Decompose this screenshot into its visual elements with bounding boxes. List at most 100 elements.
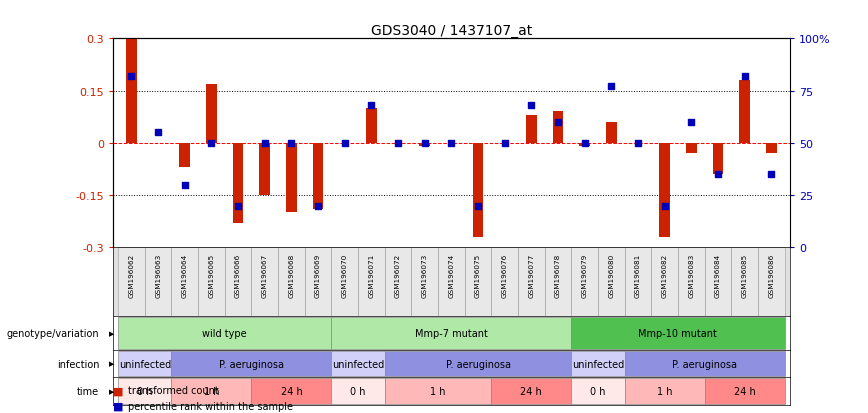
Text: GSM196073: GSM196073 [422,253,428,297]
Point [631,140,645,147]
Text: GSM196078: GSM196078 [555,253,561,297]
Point [578,140,592,147]
Text: GSM196067: GSM196067 [262,253,267,297]
Bar [491,378,571,404]
Bar [118,248,145,316]
Bar [686,143,697,154]
Bar [766,143,777,154]
Bar [180,143,190,168]
Text: time: time [77,386,99,396]
Bar [172,351,332,376]
Text: 0 h: 0 h [137,386,153,396]
Bar [571,351,625,376]
Text: P. aeruginosa: P. aeruginosa [219,359,284,369]
Bar [571,248,598,316]
Bar [206,84,217,143]
Text: GSM196066: GSM196066 [235,253,241,297]
Point [258,140,272,147]
Text: GSM196071: GSM196071 [368,253,374,297]
Point [604,84,618,90]
Text: P. aeruginosa: P. aeruginosa [445,359,510,369]
Text: GSM196081: GSM196081 [635,253,641,297]
Point [124,74,138,80]
Bar [198,248,225,316]
Bar [358,248,385,316]
Bar [233,143,243,223]
Bar [332,378,385,404]
Text: transformed count: transformed count [128,385,219,395]
Point [711,171,725,178]
Text: 1 h: 1 h [204,386,220,396]
Point [365,103,378,109]
Text: 24 h: 24 h [521,386,542,396]
Bar [145,248,172,316]
Point [658,203,672,209]
Bar [464,248,491,316]
Text: wild type: wild type [202,328,247,338]
Text: GSM196069: GSM196069 [315,253,321,297]
Text: uninfected: uninfected [332,359,385,369]
Point [684,119,698,126]
Bar [385,351,571,376]
Bar [731,248,758,316]
Point [205,140,219,147]
Text: 24 h: 24 h [280,386,302,396]
Text: Mmp-7 mutant: Mmp-7 mutant [415,328,488,338]
Point [311,203,325,209]
Bar [118,378,172,404]
Text: GSM196085: GSM196085 [741,253,747,297]
Text: 24 h: 24 h [733,386,755,396]
Bar [278,248,305,316]
Text: infection: infection [56,359,99,369]
Text: ■: ■ [113,385,123,395]
Point [444,140,458,147]
Bar [305,248,332,316]
Text: P. aeruginosa: P. aeruginosa [672,359,737,369]
Bar [606,123,616,143]
Text: GSM196080: GSM196080 [608,253,615,297]
Text: GSM196075: GSM196075 [475,253,481,297]
Bar [705,248,731,316]
Text: ▶: ▶ [109,361,115,367]
Text: GSM196074: GSM196074 [449,253,454,297]
Text: GSM196062: GSM196062 [128,253,135,297]
Text: 0 h: 0 h [351,386,365,396]
Text: 1 h: 1 h [657,386,673,396]
Point [738,74,752,80]
Point [285,140,299,147]
Text: percentile rank within the sample: percentile rank within the sample [128,401,293,411]
Bar [598,248,625,316]
Point [391,140,405,147]
Bar [332,248,358,316]
Bar [518,248,544,316]
Bar [172,248,198,316]
Bar [385,248,411,316]
Text: GSM196083: GSM196083 [688,253,694,297]
Text: 1 h: 1 h [431,386,446,396]
Text: GSM196084: GSM196084 [715,253,721,297]
Point [178,182,192,188]
Text: GSM196068: GSM196068 [288,253,294,297]
Bar [571,378,625,404]
Bar [625,378,705,404]
Point [338,140,352,147]
Bar [126,39,137,143]
Text: ▶: ▶ [109,330,115,336]
Bar [312,143,324,209]
Point [765,171,779,178]
Point [524,103,538,109]
Bar [678,248,705,316]
Text: GSM196082: GSM196082 [661,253,667,297]
Bar [419,143,430,147]
Text: ■: ■ [113,401,123,411]
Point [471,203,485,209]
Bar [651,248,678,316]
Text: GSM196076: GSM196076 [502,253,508,297]
Bar [579,143,590,147]
Bar [713,143,723,175]
Bar [491,248,518,316]
Bar [252,248,278,316]
Bar [740,81,750,143]
Bar [286,143,297,213]
Text: GSM196064: GSM196064 [181,253,187,297]
